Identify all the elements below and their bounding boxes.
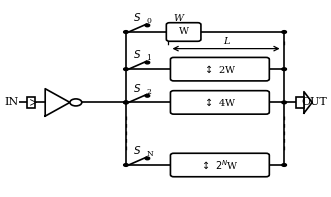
Circle shape: [145, 24, 150, 27]
Circle shape: [124, 101, 128, 104]
FancyBboxPatch shape: [170, 91, 269, 114]
FancyBboxPatch shape: [296, 97, 304, 108]
Text: 2: 2: [146, 87, 151, 96]
Circle shape: [145, 157, 150, 160]
Circle shape: [145, 94, 150, 97]
Text: IN: IN: [4, 97, 18, 107]
Text: $S$: $S$: [132, 144, 141, 156]
Text: $S$: $S$: [132, 82, 141, 94]
FancyBboxPatch shape: [27, 97, 35, 108]
Circle shape: [124, 31, 128, 33]
FancyBboxPatch shape: [170, 153, 269, 177]
FancyBboxPatch shape: [166, 23, 201, 41]
Text: W: W: [173, 14, 183, 23]
Text: L: L: [223, 37, 229, 46]
Circle shape: [282, 68, 286, 71]
Circle shape: [124, 68, 128, 71]
Text: $\updownarrow$ 4W: $\updownarrow$ 4W: [203, 97, 237, 108]
Text: N: N: [146, 150, 153, 158]
Circle shape: [282, 164, 286, 166]
Text: 1: 1: [146, 54, 151, 62]
Text: $S$: $S$: [132, 11, 141, 23]
Circle shape: [145, 61, 150, 64]
Text: $\updownarrow$ $2^N$W: $\updownarrow$ $2^N$W: [201, 159, 239, 171]
Text: W: W: [179, 28, 189, 36]
Circle shape: [124, 101, 128, 104]
Circle shape: [282, 101, 286, 104]
Text: $\updownarrow$ 2W: $\updownarrow$ 2W: [203, 64, 237, 75]
Text: OUT: OUT: [301, 97, 327, 107]
FancyBboxPatch shape: [170, 57, 269, 81]
Text: $S$: $S$: [132, 48, 141, 60]
Circle shape: [282, 31, 286, 33]
Circle shape: [124, 164, 128, 166]
Text: 0: 0: [146, 17, 151, 25]
Circle shape: [70, 99, 82, 106]
